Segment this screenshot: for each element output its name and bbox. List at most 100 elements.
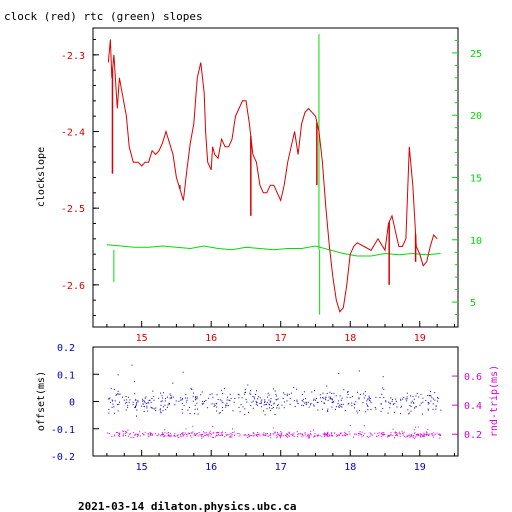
rnd-trip-point [201,435,203,437]
slopes-plot-frame [92,27,459,328]
rnd-trip-point [124,431,126,433]
offset-point [271,408,273,409]
rnd-trip-point [196,433,198,434]
rnd-trip-point [402,432,404,434]
rnd-trip-point [150,433,152,435]
rnd-trip-point [125,432,127,434]
offset-point [307,401,309,403]
offset-point [185,394,187,396]
rnd-trip-point [125,431,127,433]
rnd-trip-point [168,434,170,436]
rnd-trip-point [168,432,169,434]
rnd-trip-point [225,432,227,434]
rnd-trip-point [332,434,334,436]
rnd-trip-point [136,436,138,438]
offset-point [322,397,324,399]
offset-point [131,364,133,366]
rnd-trip-point [278,434,280,436]
rnd-trip-point [139,431,141,433]
offset-point [259,403,261,404]
rnd-trip-point [409,436,411,438]
rnd-trip-point [419,433,421,435]
rnd-trip-point [401,430,403,432]
offset-point [135,404,137,406]
offset-point [431,397,433,399]
rnd-trip-point [220,432,222,434]
offset-point [152,407,154,409]
rnd-trip-point [251,435,253,437]
offset-point [358,397,360,399]
rnd-trip-point [411,435,413,437]
offset-point [367,409,369,411]
rnd-trip-point [354,434,356,435]
rnd-trip-point [127,429,129,431]
offset-point [276,399,278,401]
offset-point [191,388,193,390]
offset-point [274,414,276,415]
rnd-trip-point [231,434,233,436]
rnd-trip-point [134,434,136,436]
offset-point [116,404,118,406]
rnd-trip-point [381,432,383,434]
offset-point [315,399,316,401]
offset-point [351,402,353,404]
offset-point [316,398,317,399]
rnd-trip-point [403,431,405,433]
offset-point [355,401,357,403]
rnd-trip-point [182,434,184,435]
rnd-trip-point [324,434,326,436]
rnd-trip-point [201,434,203,436]
offset-point [434,392,436,394]
rnd-trip-point [236,433,238,435]
rnd-trip-point [193,434,195,436]
rnd-trip-point [338,434,340,435]
rnd-trip-point [420,434,421,436]
rnd-trip-point [230,433,232,435]
rnd-trip-point [116,432,117,433]
rnd-trip-point [301,436,303,438]
offset-point [125,409,127,411]
rnd-trip-point [113,435,115,437]
offset-point [389,407,391,409]
offset-point [427,408,429,410]
rnd-trip-point [298,432,300,434]
rnd-trip-point [280,435,282,437]
offset-point [411,400,413,402]
offset-point [182,412,184,414]
rnd-trip-point [225,434,227,436]
rnd-trip-point [378,435,380,437]
offset-point [275,393,277,395]
offset-point [338,405,340,407]
rnd-trip-point [342,434,344,436]
offset-point [165,398,167,400]
offset-point [395,400,397,402]
rnd-trip-point [328,433,330,435]
rnd-trip-point [246,435,248,437]
rnd-trip-point [392,435,394,437]
offset-point [276,407,278,409]
offset-point [374,407,376,408]
offset-point [109,397,111,399]
rnd-trip-point [430,433,432,435]
rnd-trip-point [412,437,414,439]
rnd-trip-point [282,435,284,437]
rnd-trip-point [108,433,110,434]
offset-point [250,405,252,407]
offset-point [409,412,411,414]
rnd-trip-point [349,433,351,435]
rnd-trip-point [369,435,371,437]
offset-point [108,408,110,410]
offset-point [239,411,241,413]
offset-point [322,397,324,399]
rnd-trip-point [277,433,279,435]
offset-point [202,401,204,402]
offset-point [420,393,422,395]
rnd-trip-point [244,434,246,436]
rnd-trip-point [344,435,346,437]
offset-point [428,395,430,397]
offset-point [414,407,416,409]
rnd-trip-point [202,434,204,436]
offset-point [114,400,116,402]
offset-point [146,407,148,409]
